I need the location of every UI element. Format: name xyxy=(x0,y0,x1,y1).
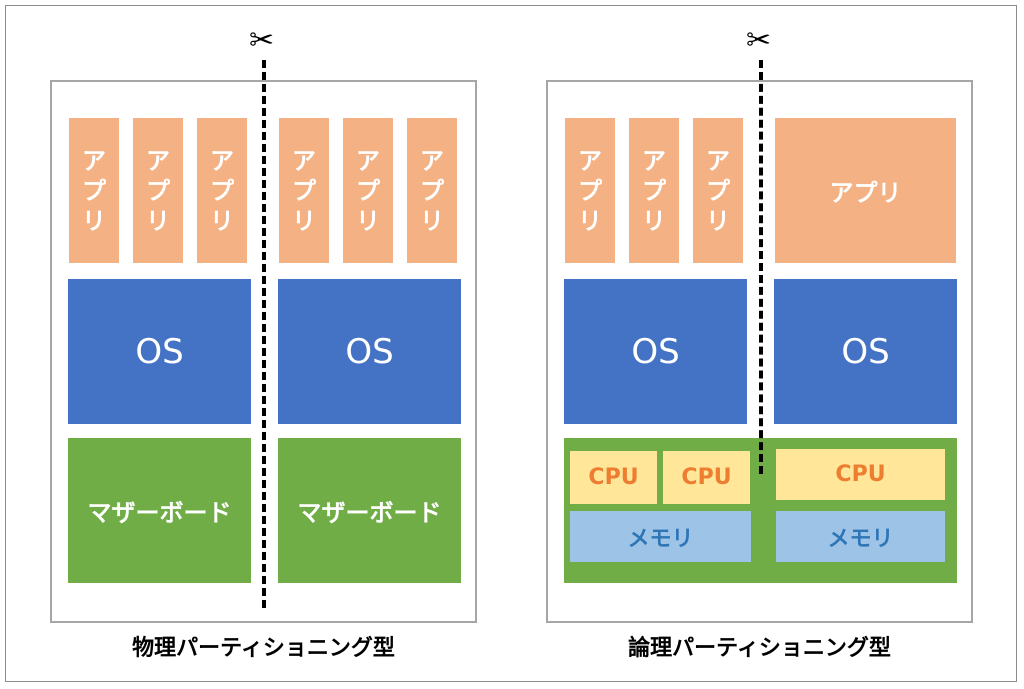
app-block: アプリ xyxy=(775,118,956,263)
app-block: アプリ xyxy=(343,118,393,263)
partition-cut-line xyxy=(262,60,266,608)
app-label: アプリ xyxy=(642,146,666,235)
app-label: アプリ xyxy=(578,146,602,235)
os-block: OS xyxy=(774,279,957,424)
app-block: アプリ xyxy=(693,118,743,263)
app-label: アプリ xyxy=(146,146,170,235)
memory-block: メモリ xyxy=(570,511,751,562)
app-block: アプリ xyxy=(279,118,329,263)
app-block: アプリ xyxy=(565,118,615,263)
caption-physical: 物理パーティショニング型 xyxy=(132,636,395,661)
app-block: アプリ xyxy=(629,118,679,263)
app-block: アプリ xyxy=(407,118,457,263)
app-label: アプリ xyxy=(420,146,444,235)
memory-block: メモリ xyxy=(776,511,945,562)
motherboard-block: マザーボード xyxy=(68,438,251,583)
scissors-icon: ✂ xyxy=(746,23,772,58)
app-block: アプリ xyxy=(197,118,247,263)
caption-logical: 論理パーティショニング型 xyxy=(628,636,891,661)
os-block: OS xyxy=(564,279,747,424)
app-label: アプリ xyxy=(356,146,380,235)
scissors-icon: ✂ xyxy=(249,23,275,58)
cpu-block: CPU xyxy=(776,449,945,500)
app-label: アプリ xyxy=(706,146,730,235)
app-label: アプリ xyxy=(292,146,316,235)
os-block: OS xyxy=(278,279,461,424)
motherboard-block: マザーボード xyxy=(278,438,461,583)
app-block: アプリ xyxy=(69,118,119,263)
cpu-block: CPU xyxy=(570,451,657,504)
app-label: アプリ xyxy=(82,146,106,235)
partition-cut-line xyxy=(759,60,763,474)
app-label: アプリ xyxy=(210,146,234,235)
cpu-block: CPU xyxy=(663,451,750,504)
outer-frame xyxy=(5,5,1017,682)
app-block: アプリ xyxy=(133,118,183,263)
os-block: OS xyxy=(68,279,251,424)
